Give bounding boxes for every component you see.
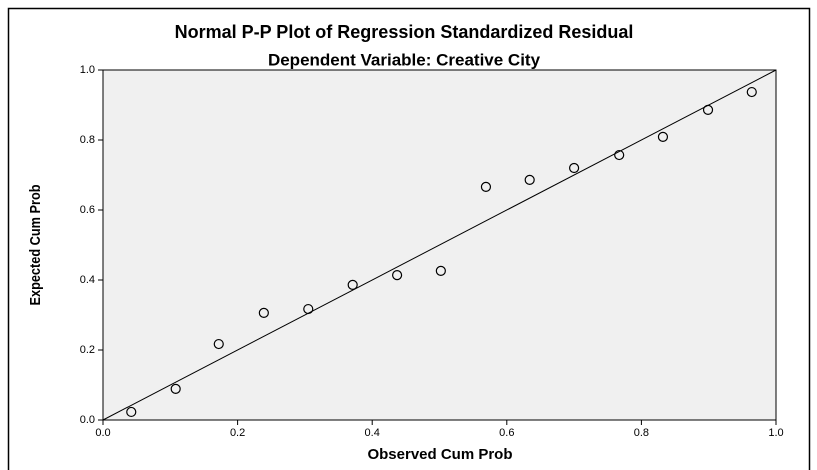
x-tick-label: 0.6 xyxy=(499,427,514,439)
frame xyxy=(7,7,811,470)
reference-line xyxy=(102,69,777,421)
x-tick-label: 0.4 xyxy=(365,427,380,439)
y-tick-label: 0.0 xyxy=(80,414,95,426)
data-point xyxy=(568,162,580,174)
x-tick-label: 1.0 xyxy=(768,427,783,439)
data-point xyxy=(392,270,403,281)
data-point xyxy=(258,307,269,318)
data-point xyxy=(347,279,358,290)
y-tick-label: 1.0 xyxy=(80,64,95,76)
x-tick-label: 0.0 xyxy=(95,427,110,439)
y-tick-label: 0.8 xyxy=(80,134,95,146)
data-point xyxy=(303,303,314,315)
y-tick-label: 0.2 xyxy=(80,344,95,356)
y-axis-label: Expected Cum Prob xyxy=(26,184,43,305)
data-point xyxy=(480,181,492,192)
chart-title: Normal P-P Plot of Regression Standardiz… xyxy=(175,22,634,42)
y-tick-label: 0.4 xyxy=(80,274,95,286)
data-point xyxy=(170,383,181,394)
x-axis-label: Observed Cum Prob xyxy=(367,446,512,463)
data-point xyxy=(614,149,625,161)
chart-subtitle: Dependent Variable: Creative City xyxy=(268,50,541,69)
x-tick-label: 0.2 xyxy=(230,427,245,439)
data-point xyxy=(126,406,137,418)
data-point xyxy=(746,86,757,98)
data-point xyxy=(702,104,714,116)
data-point xyxy=(435,265,446,276)
x-tick-label: 0.8 xyxy=(634,427,649,439)
data-point xyxy=(657,131,669,142)
y-tick-label: 0.6 xyxy=(80,204,95,216)
data-point xyxy=(524,174,535,185)
data-point xyxy=(213,338,224,350)
